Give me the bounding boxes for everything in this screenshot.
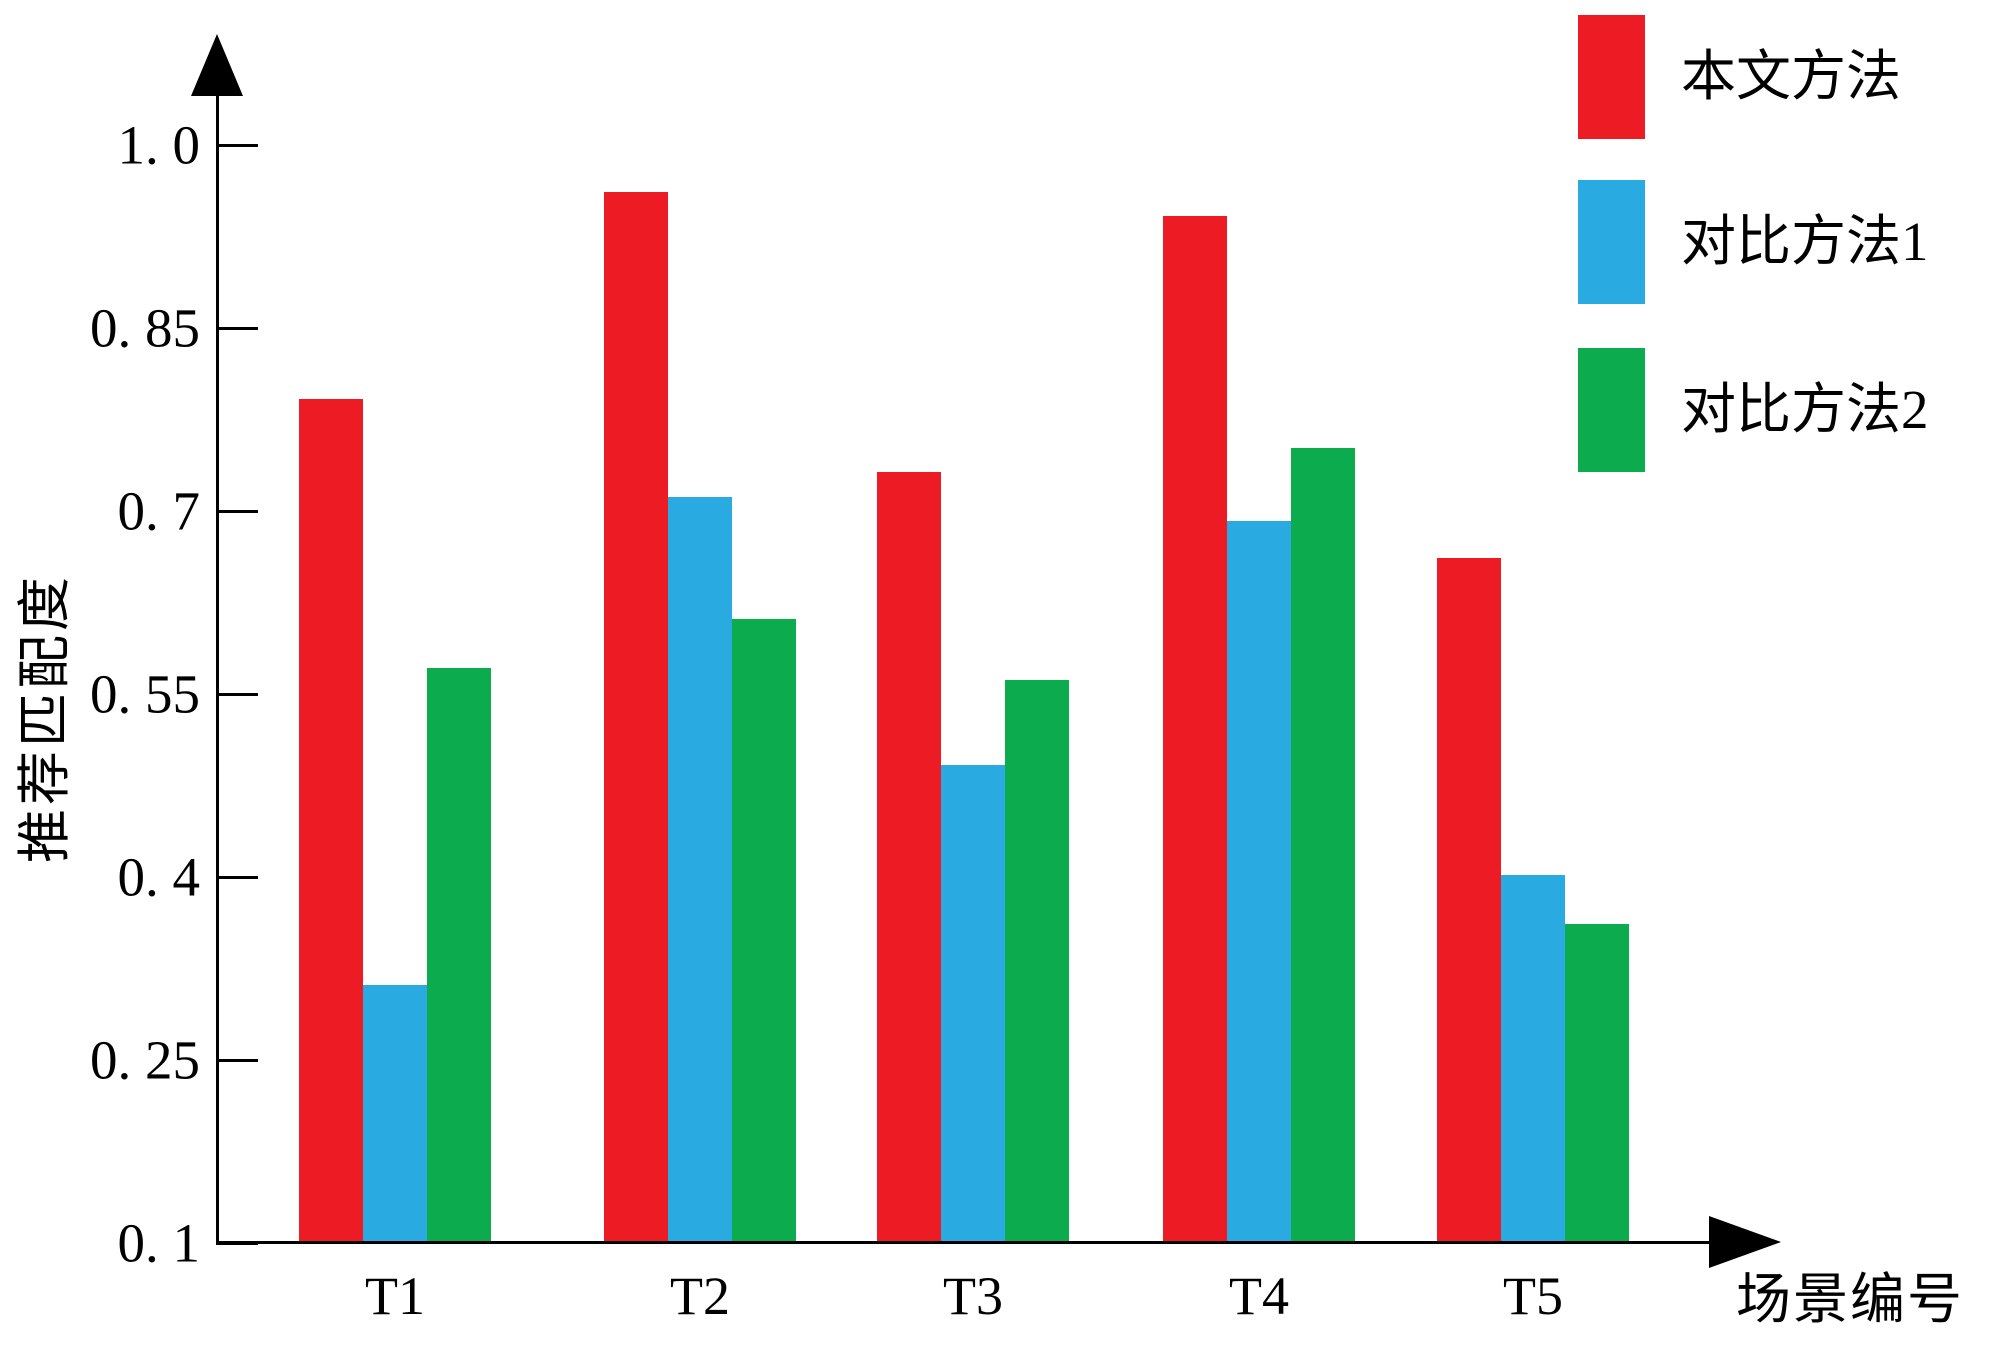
bar-series-2-T1 [427,668,491,1241]
x-category-label-T2: T2 [670,1266,730,1326]
legend-label: 本文方法 [1681,46,1902,107]
bar-series-2-T3 [1005,680,1069,1241]
y-tick-mark [218,1242,258,1245]
bar-series-2-T4 [1291,448,1355,1241]
y-tick-label: 0. 25 [90,1029,200,1091]
y-tick-label: 0. 85 [90,297,200,359]
x-category-label-T4: T4 [1229,1266,1289,1326]
y-tick-label: 0. 55 [90,663,200,725]
bar-series-2-T5 [1565,924,1629,1241]
y-axis-title: 推荐匹配度 [15,573,75,863]
y-tick-label: 0. 4 [117,846,201,908]
y-tick-mark [218,1059,258,1062]
x-axis-line [217,1241,1715,1244]
bar-series-2-T2 [732,619,796,1241]
bar-series-0-T2 [604,192,668,1241]
bar-series-0-T5 [1437,558,1501,1241]
bar-series-1-T3 [941,765,1005,1241]
legend-label: 对比方法2 [1681,379,1929,440]
y-tick-mark [218,876,258,879]
legend-swatch-green [1578,348,1645,472]
y-tick-label: 0. 1 [117,1212,201,1274]
bar-series-0-T4 [1163,216,1227,1241]
y-axis-arrow-icon [191,34,243,96]
y-tick-mark [218,327,258,330]
x-category-label-T3: T3 [943,1266,1003,1326]
x-category-label-T1: T1 [365,1266,425,1326]
legend-label: 对比方法1 [1681,211,1929,272]
legend-entry-series-0: 本文方法 [1578,15,1901,139]
y-tick-label: 0. 7 [117,480,201,542]
bar-series-1-T5 [1501,875,1565,1241]
legend-swatch-red [1578,15,1645,139]
y-tick-mark [218,693,258,696]
x-category-label-T5: T5 [1503,1266,1563,1326]
legend-swatch-blue [1578,180,1645,304]
x-axis-arrow-icon [1709,1216,1781,1268]
y-tick-label: 1. 0 [117,114,201,176]
bar-series-1-T2 [668,497,732,1241]
y-tick-mark [218,144,258,147]
y-axis-line [216,84,219,1245]
bar-series-0-T3 [877,472,941,1241]
x-axis-title: 场景编号 [1735,1269,1964,1330]
legend-entry-series-1: 对比方法1 [1578,180,1929,304]
y-tick-mark [218,510,258,513]
legend-entry-series-2: 对比方法2 [1578,348,1929,472]
bar-series-1-T1 [363,985,427,1241]
bar-series-1-T4 [1227,521,1291,1241]
bar-series-0-T1 [299,399,363,1241]
